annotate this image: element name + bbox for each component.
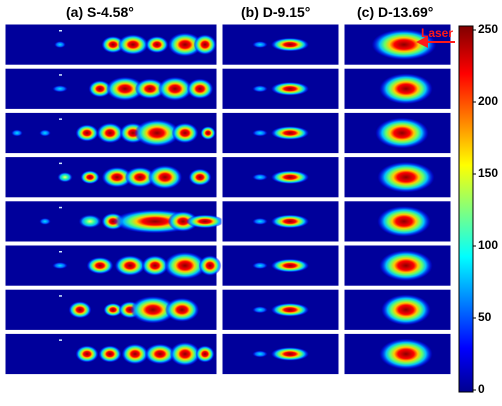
image-panel-a-1 <box>4 23 218 66</box>
column-title-c: (c) D-13.69° <box>357 4 434 20</box>
laser-label: Laser <box>421 26 454 40</box>
image-panel-a-2 <box>4 67 218 110</box>
image-panel-c-6 <box>343 244 452 287</box>
colorbar-tick-150: 150 <box>478 166 499 180</box>
image-panel-b-6 <box>221 244 340 287</box>
image-panel-a-7 <box>4 288 218 331</box>
image-panel-a-5 <box>4 200 224 243</box>
image-panel-b-7 <box>221 288 340 331</box>
image-panel-a-6 <box>4 244 222 287</box>
colorbar <box>458 25 474 393</box>
colorbar-tick-50: 50 <box>478 310 492 324</box>
image-panel-b-8 <box>221 332 340 376</box>
column-title-a: (a) S-4.58° <box>66 4 134 20</box>
image-panel-b-1 <box>221 23 340 66</box>
image-panel-b-5 <box>221 200 340 243</box>
image-panel-a-8 <box>4 332 218 376</box>
image-panel-a-3 <box>4 111 218 155</box>
colorbar-tick-200: 200 <box>478 94 499 108</box>
colorbar-tick-250: 250 <box>478 22 499 36</box>
image-panel-c-4 <box>343 156 452 199</box>
image-panel-c-5 <box>343 200 452 243</box>
image-panel-c-7 <box>343 288 452 331</box>
image-panel-b-4 <box>221 156 340 199</box>
image-panel-a-4 <box>4 156 218 199</box>
scale-bar-label: 500 μm <box>8 374 50 388</box>
image-panel-b-3 <box>221 111 340 155</box>
column-title-b: (b) D-9.15° <box>241 4 311 20</box>
image-panel-c-2 <box>343 67 452 110</box>
colorbar-tick-100: 100 <box>478 238 499 252</box>
image-panel-c-8 <box>343 332 452 376</box>
colorbar-ticks <box>473 29 476 391</box>
image-panel-c-3 <box>343 111 452 155</box>
colorbar-tick-0: 0 <box>478 382 485 396</box>
image-panel-c-1 <box>343 23 452 66</box>
image-panel-b-2 <box>221 67 340 110</box>
